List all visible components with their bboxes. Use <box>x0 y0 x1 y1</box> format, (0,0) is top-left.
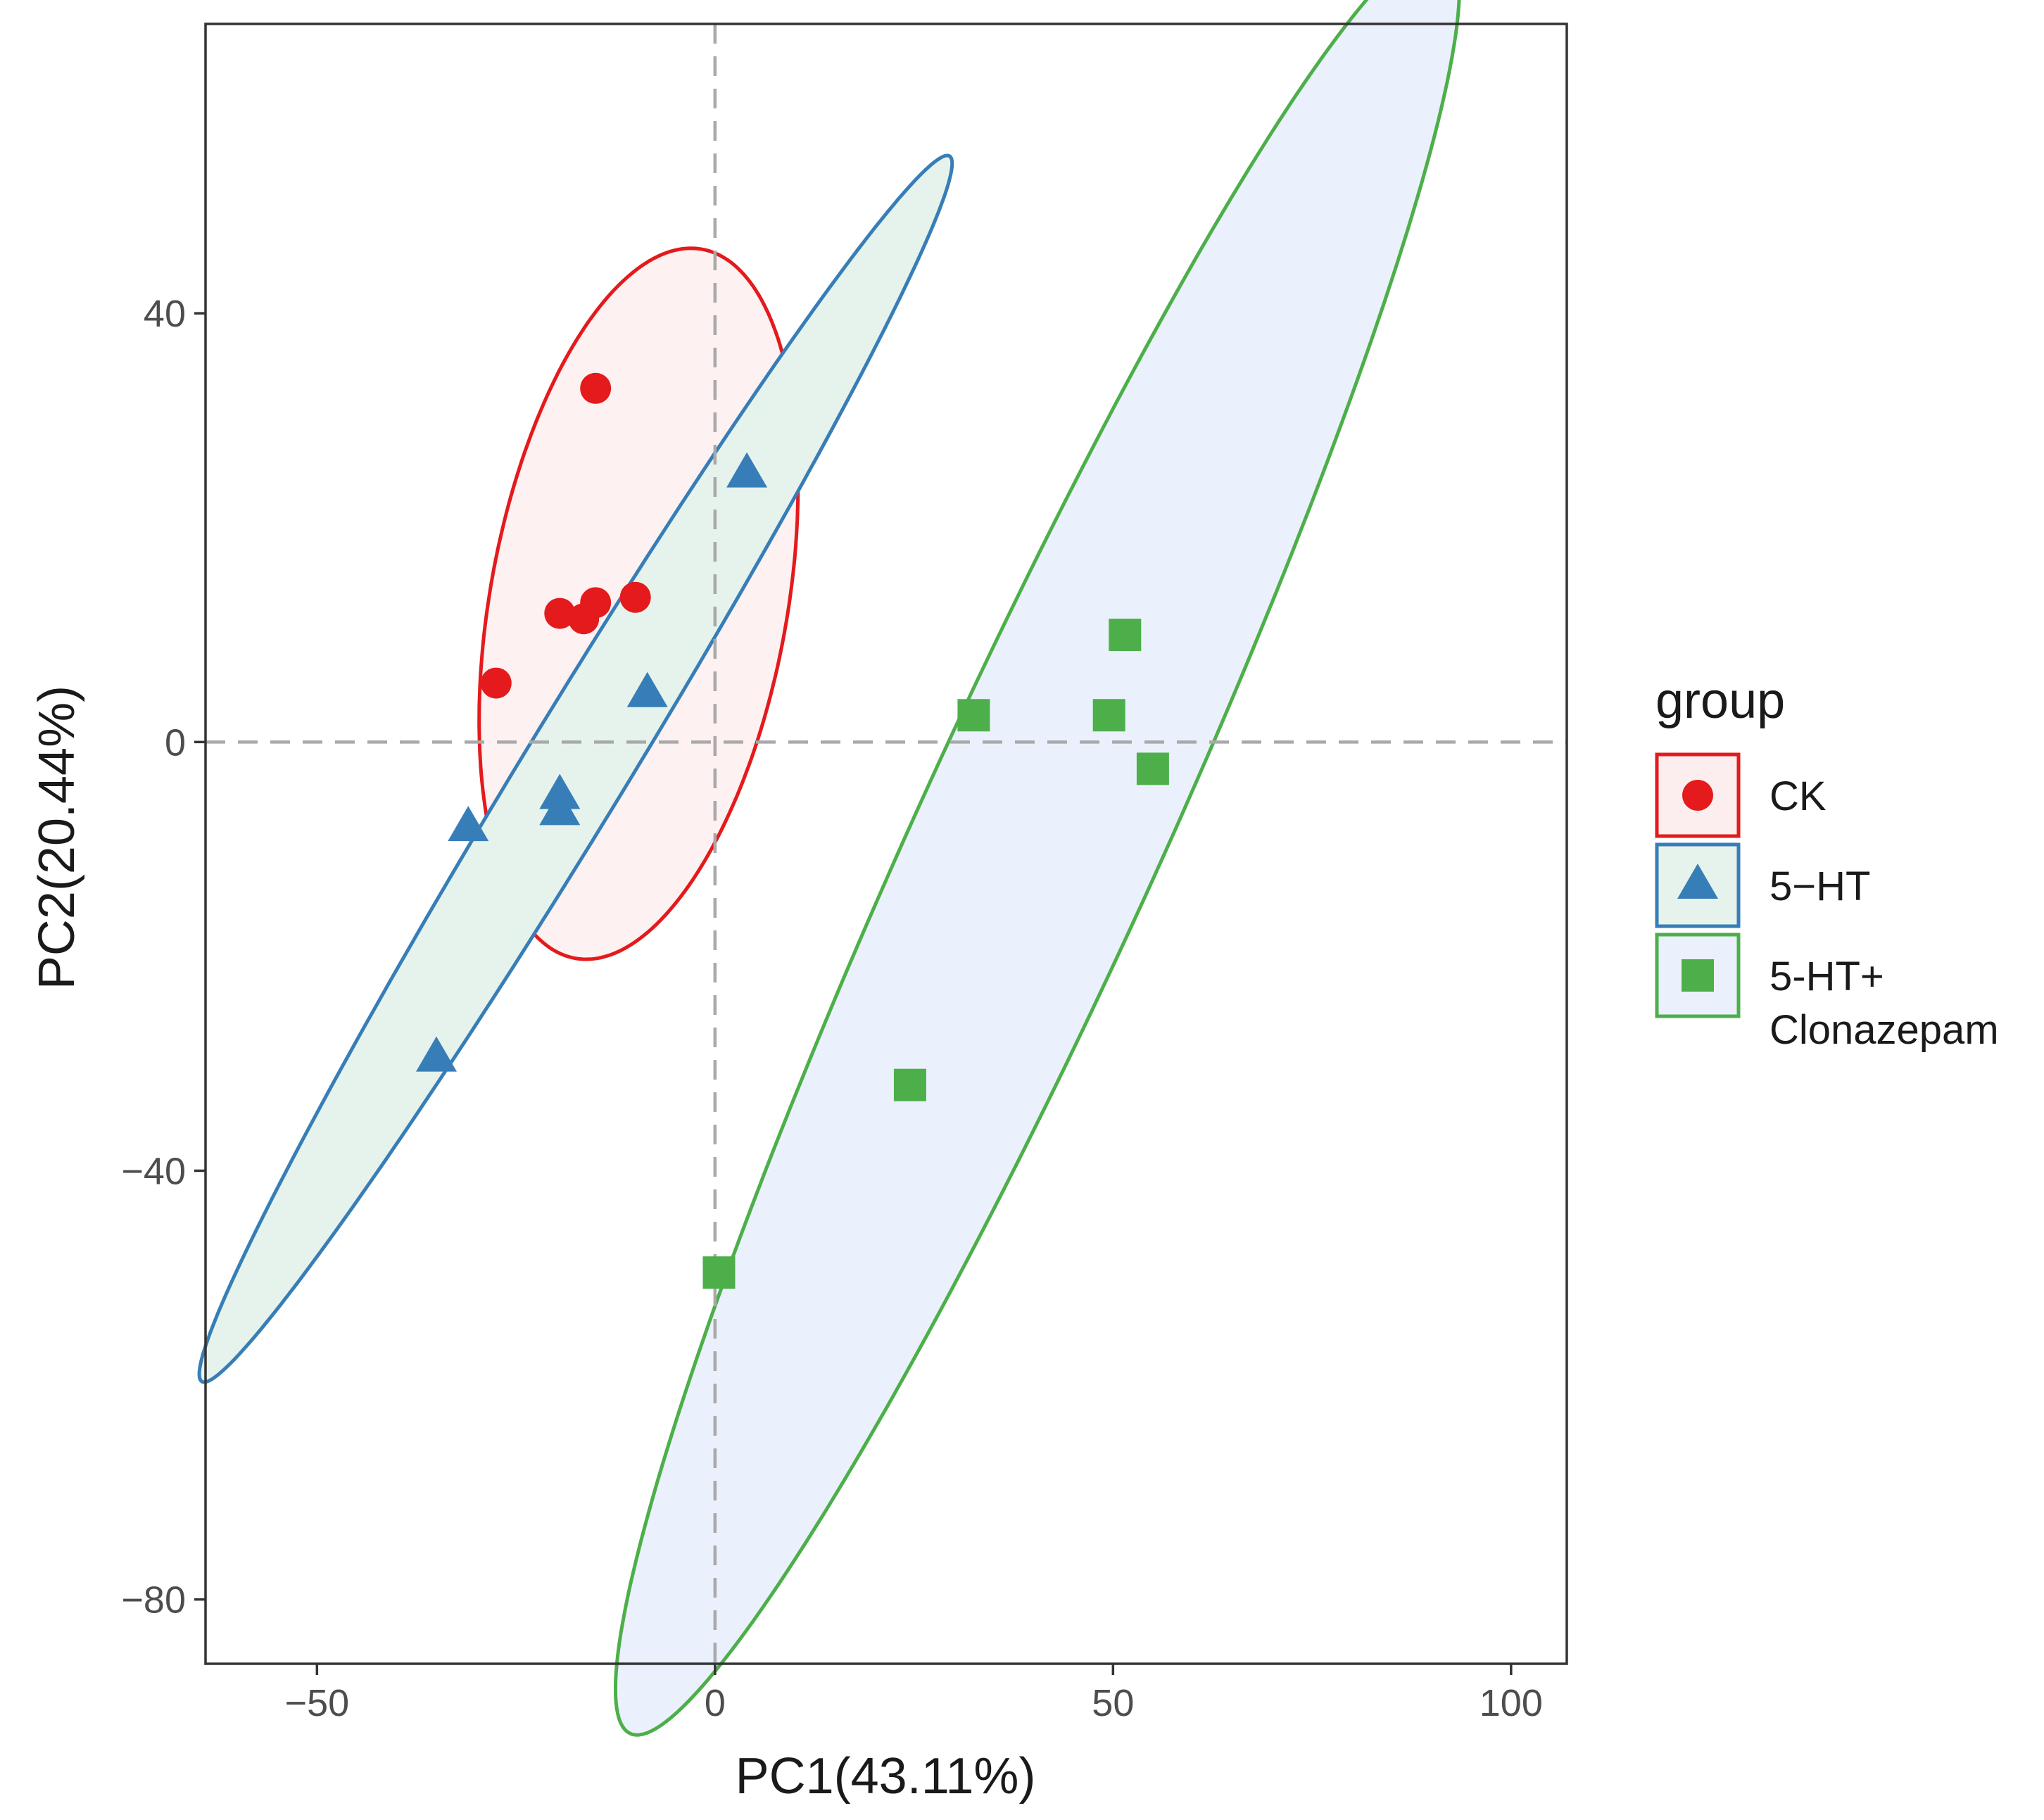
point-triangle-5 <box>448 806 489 842</box>
point-triangle-6 <box>415 1036 457 1072</box>
x-tick-label: 50 <box>1092 1682 1134 1724</box>
point-square-4 <box>1136 752 1169 785</box>
reference-lines <box>206 24 1567 1664</box>
ellipse-2 <box>197 153 954 1384</box>
x-tick-label: 100 <box>1480 1682 1543 1724</box>
y-axis-ticks: 40 0 −40 −80 <box>121 293 206 1622</box>
legend-triangle-icon <box>1677 864 1718 899</box>
legend-square-icon <box>1682 959 1714 992</box>
point-square-6 <box>702 1256 736 1289</box>
data-points <box>415 372 1169 1289</box>
legend-items: CK 5−HT 5-HT+ Clonazepam <box>1655 752 1999 1053</box>
x-tick-label: 0 <box>705 1682 726 1724</box>
y-tick-label: 40 <box>144 293 186 335</box>
legend-label-3: Clonazepam <box>1769 1007 1999 1053</box>
legend-label-2: 5−HT <box>1769 864 1870 909</box>
legend-key-2 <box>1655 842 1741 928</box>
y-tick-label: −80 <box>121 1579 186 1622</box>
legend-circle-icon <box>1682 780 1713 811</box>
plot-panel-border <box>204 23 1568 1665</box>
y-axis-title: PC2(20.44%) <box>29 685 85 990</box>
point-square-1 <box>1109 619 1142 652</box>
y-tick-label: 0 <box>165 721 186 764</box>
point-triangle-4 <box>539 790 581 826</box>
legend-title: group <box>1655 673 1785 729</box>
point-square-2 <box>957 699 990 732</box>
point-circle-1 <box>580 372 612 404</box>
point-square-3 <box>1092 699 1125 732</box>
x-tick-label: −50 <box>285 1682 350 1724</box>
x-axis-ticks: −50 0 50 100 <box>285 1664 1543 1724</box>
y-tick-label: −40 <box>121 1150 186 1192</box>
point-circle-2 <box>480 667 512 699</box>
point-circle-3 <box>544 598 576 629</box>
point-triangle-1 <box>726 452 768 488</box>
ellipse-3 <box>614 0 1461 1737</box>
x-axis-title: PC1(43.11%) <box>736 1748 1036 1805</box>
point-triangle-2 <box>626 671 668 707</box>
legend-label-3: 5-HT+ <box>1769 954 1884 999</box>
legend-label-1: CK <box>1769 773 1827 819</box>
point-circle-5 <box>580 587 612 619</box>
legend: group CK 5−HT 5-HT+ Clonazepam <box>1655 673 1999 1053</box>
point-circle-6 <box>619 581 651 613</box>
point-square-5 <box>893 1068 926 1101</box>
